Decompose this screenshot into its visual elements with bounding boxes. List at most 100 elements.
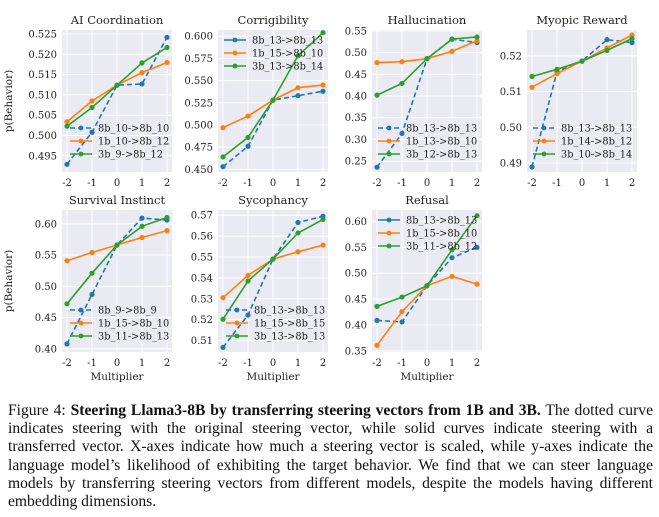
x-tick-label: 2: [320, 358, 326, 369]
data-point: [64, 301, 70, 307]
legend-label: 3b_11->8b_13: [98, 332, 169, 343]
data-point: [374, 317, 380, 323]
data-point: [139, 223, 145, 229]
subplot-myopic-reward: Myopic Reward 0.49 0.50 0.51 0.52 -2 -1 0 1 2 8b_1…: [500, 13, 637, 189]
y-tick-label: 0.40: [345, 92, 367, 103]
legend-label: 3b_11->8b_12: [406, 242, 477, 253]
data-point: [64, 119, 70, 125]
data-point: [64, 161, 70, 167]
x-tick-label: 0: [114, 358, 120, 369]
subplot-title: Sycophancy: [238, 193, 308, 207]
data-point: [164, 228, 170, 234]
x-tick-label: -2: [372, 358, 382, 369]
x-tick-label: -2: [62, 358, 72, 369]
x-tick-label: 1: [449, 358, 455, 369]
x-axis-label: Multiplier: [246, 371, 300, 383]
data-point: [604, 37, 610, 43]
data-point: [474, 281, 480, 287]
x-tick-label: 1: [449, 178, 455, 189]
y-tick-label: 0.50: [35, 282, 57, 293]
y-tick-label: 0.550: [184, 76, 213, 87]
legend-label: 3b_13->8b_14: [252, 62, 323, 73]
x-tick-label: 1: [139, 178, 145, 189]
x-tick-label: -1: [243, 178, 253, 189]
legend-marker: [78, 333, 84, 339]
data-point: [374, 342, 380, 348]
data-point: [629, 32, 635, 38]
legend-label: 8b_13->8b_13: [561, 124, 632, 135]
data-point: [320, 30, 326, 36]
data-point: [554, 66, 560, 72]
legend-marker: [78, 307, 84, 313]
data-point: [295, 219, 301, 226]
y-axis-label: p(Behavior): [3, 250, 15, 313]
y-tick-label: 0.45: [345, 70, 367, 81]
x-tick-label: -2: [527, 178, 537, 189]
y-tick-label: 0.520: [28, 50, 57, 61]
data-point: [399, 59, 405, 65]
legend-label: 8b_9->8b_9: [98, 306, 157, 317]
series-line-8b_9->8b_9: [66, 217, 168, 345]
legend-marker: [232, 63, 238, 69]
series-line-8b_13->8b_13: [376, 246, 478, 323]
y-tick-label: 0.55: [191, 252, 213, 263]
y-tick-label: 0.55: [35, 251, 57, 262]
legend: 8b_10->8b_10 1b_10->8b_12 3b_9->8b_12: [70, 124, 169, 161]
data-point: [89, 291, 95, 298]
data-point: [245, 272, 251, 278]
y-tick-label: 0.45: [35, 313, 57, 324]
x-tick-label: 0: [424, 178, 430, 189]
subplot-title: Myopic Reward: [536, 13, 628, 27]
data-point: [64, 258, 70, 264]
figure-caption: Figure 4: Steering Llama3-8B by transfer…: [8, 402, 653, 511]
legend-marker: [386, 230, 392, 236]
y-tick-label: 0.50: [345, 48, 367, 59]
data-point: [245, 113, 251, 119]
data-point: [629, 35, 635, 42]
x-tick-label: -2: [62, 178, 72, 189]
y-tick-label: 0.45: [345, 295, 367, 306]
legend-label: 3b_12->8b_13: [406, 150, 477, 161]
legend-label: 3b_9->8b_12: [98, 150, 163, 161]
legend: 8b_13->8b_13 1b_13->8b_10 3b_12->8b_13: [378, 124, 477, 161]
y-tick-label: 0.600: [184, 32, 213, 43]
legend-marker: [541, 125, 547, 131]
x-tick-label: 0: [270, 178, 276, 189]
x-tick-label: 2: [629, 178, 635, 189]
caption-bold-title: Steering Llama3-8B by transferring steer…: [70, 402, 541, 419]
legend-label: 1b_13->8b_10: [406, 137, 477, 148]
y-tick-label: 0.500: [184, 120, 213, 131]
y-tick-label: 0.505: [28, 111, 57, 122]
subplot-title: Survival Instinct: [69, 193, 166, 207]
caption-body: The dotted curve indicates steering with…: [8, 402, 654, 511]
legend-label: 8b_13->8b_13: [252, 36, 323, 47]
legend-marker: [234, 307, 240, 313]
legend-label: 3b_13->8b_13: [254, 332, 325, 343]
x-tick-label: 2: [474, 358, 480, 369]
x-axis-label: Multiplier: [400, 371, 454, 383]
x-tick-label: -1: [87, 178, 97, 189]
legend: 8b_13->8b_13 1b_15->8b_10 3b_11->8b_12: [378, 216, 477, 253]
y-tick-label: 0.60: [345, 217, 367, 228]
data-point: [220, 344, 226, 351]
caption-label: Figure 4:: [8, 402, 71, 419]
legend-label: 1b_15->8b_10: [252, 49, 323, 60]
legend-label: 8b_10->8b_10: [98, 124, 169, 135]
legend-marker: [234, 320, 240, 326]
legend: 8b_13->8b_13 1b_14->8b_12 3b_10->8b_14: [533, 124, 632, 161]
series-line-8b_13->8b_13: [531, 38, 633, 168]
y-tick-label: 0.52: [500, 51, 522, 62]
data-point: [374, 164, 380, 170]
y-tick-label: 0.54: [191, 273, 213, 284]
y-tick-label: 0.475: [184, 143, 213, 154]
data-point: [114, 242, 120, 248]
data-point: [399, 80, 405, 87]
y-tick-label: 0.55: [345, 26, 367, 37]
data-point: [399, 319, 405, 325]
data-point: [474, 213, 480, 219]
x-tick-label: 2: [164, 178, 170, 189]
data-point: [474, 38, 480, 44]
data-point: [320, 242, 326, 248]
legend-label: 8b_13->8b_13: [406, 124, 477, 135]
legend-marker: [234, 333, 240, 339]
